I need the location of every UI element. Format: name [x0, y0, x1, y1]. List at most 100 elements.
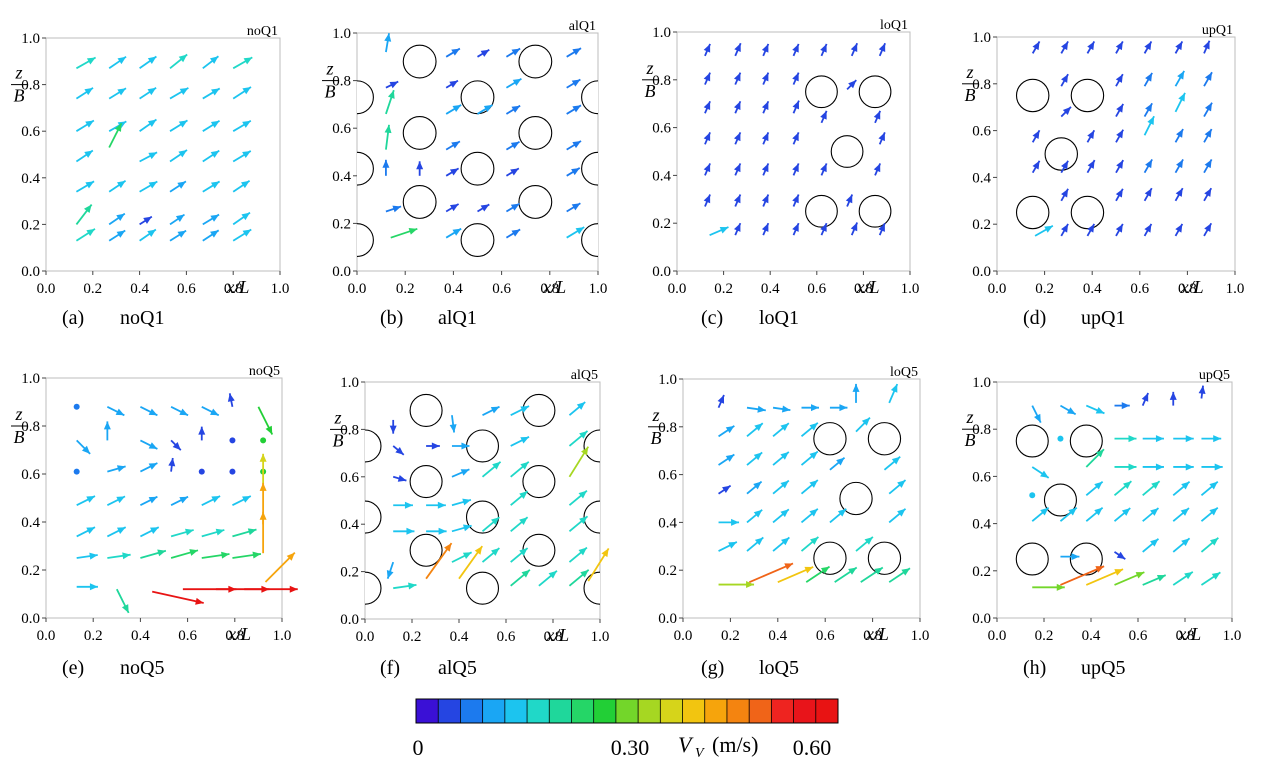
y-tick-label: 1.0: [21, 371, 40, 387]
vector-head: [210, 181, 220, 189]
vector-head: [1115, 188, 1123, 198]
vector-head: [215, 528, 225, 536]
cylinder: [1015, 424, 1049, 458]
vector-head: [179, 496, 189, 504]
vector-head: [121, 604, 129, 613]
cylinder: [830, 135, 864, 168]
plot-frame: [45, 37, 281, 272]
cylinder: [858, 194, 892, 228]
panel-title: noQ5: [249, 364, 280, 379]
vector-head: [519, 517, 528, 526]
colorbar-swatch: [771, 699, 795, 723]
vector-head: [221, 551, 230, 559]
vector-head: [1181, 481, 1190, 490]
y-tick-label: 0.0: [972, 264, 991, 280]
vector-head: [387, 90, 395, 99]
vector-head: [891, 456, 901, 465]
vector-dot: [198, 468, 205, 475]
y-axis-label-den: B: [333, 430, 344, 450]
vector-head: [581, 446, 589, 456]
colorbar-swatch: [704, 699, 728, 723]
vector-head: [1056, 583, 1065, 591]
vector-head: [438, 527, 447, 535]
vector-head: [848, 80, 857, 89]
colorbar-swatch: [416, 699, 439, 723]
colorbar-swatch: [615, 699, 639, 723]
x-tick-label: 0.4: [1082, 628, 1101, 644]
vector-head: [252, 551, 261, 559]
y-tick-label: 0.6: [21, 467, 40, 483]
y-tick-label: 0.2: [21, 563, 40, 579]
vector-head: [1150, 508, 1159, 516]
y-tick-label: 1.0: [652, 25, 671, 41]
vector-head: [178, 150, 188, 158]
y-tick-label: 0.6: [658, 468, 677, 484]
vector-head: [177, 181, 186, 189]
y-tick-label: 0.6: [332, 121, 351, 137]
y-axis-label-den: B: [14, 86, 25, 106]
vector-head: [1204, 129, 1212, 138]
cylinder: [813, 422, 847, 456]
vector-head: [1115, 74, 1123, 83]
vector-head: [520, 436, 530, 444]
vector-head: [511, 48, 521, 56]
vector-dot: [73, 468, 80, 475]
vector-head: [820, 223, 827, 232]
y-tick-label: 0.6: [972, 124, 991, 140]
caption-name: upQ5: [1081, 657, 1125, 679]
vector-head: [1095, 566, 1105, 573]
vector-head: [850, 222, 858, 232]
y-axis-label-num: z: [645, 58, 653, 78]
vector-head: [242, 86, 251, 95]
vector-head: [437, 501, 446, 509]
vector-head: [754, 423, 763, 432]
x-axis-label: x/L: [542, 277, 566, 297]
y-tick-label: 0.2: [21, 217, 40, 233]
vector-head: [1180, 508, 1189, 516]
vector-head: [492, 461, 501, 470]
vector-dot: [1029, 492, 1036, 499]
y-tick-label: 0.2: [332, 216, 351, 232]
vector-head: [719, 227, 729, 234]
colorbar-swatch: [815, 699, 839, 723]
vector-head: [809, 508, 818, 517]
vector-head: [1155, 463, 1164, 471]
vector-dot: [1057, 435, 1064, 442]
vector-head: [116, 180, 126, 189]
vector-head: [784, 563, 794, 570]
vector-head: [1185, 463, 1194, 471]
cylinder: [409, 393, 443, 427]
vector-head: [189, 549, 199, 556]
vector-head: [728, 541, 737, 549]
cylinder: [1015, 195, 1050, 230]
cylinder: [581, 151, 598, 186]
vector-head: [1145, 159, 1153, 169]
y-axis-label-den: B: [325, 82, 336, 102]
vector-head: [572, 48, 582, 56]
vector-head: [510, 168, 519, 176]
vector-head: [143, 216, 152, 224]
cylinder: [581, 223, 598, 257]
cylinder: [867, 422, 902, 456]
vector-head: [172, 441, 181, 451]
vector-head: [792, 43, 799, 53]
x-tick-label: 0.6: [178, 628, 197, 644]
vector-dot: [73, 403, 80, 410]
colorbar-swatch: [726, 699, 750, 723]
vector-head: [1211, 572, 1221, 580]
vector-head: [1151, 481, 1160, 490]
vector-head: [148, 408, 158, 416]
colorbar-swatch: [549, 699, 572, 723]
y-tick-label: 0.0: [652, 264, 671, 280]
cylinder: [465, 500, 500, 534]
vector-head: [510, 141, 520, 149]
vector-head: [890, 384, 898, 393]
vector-head: [179, 408, 189, 416]
vector-head: [408, 582, 417, 590]
vector-head: [389, 425, 397, 434]
caption-name: noQ5: [120, 657, 164, 679]
vector-head: [210, 408, 219, 416]
vector-head: [178, 120, 188, 128]
vector-head: [395, 446, 404, 455]
vector-head: [210, 214, 220, 222]
